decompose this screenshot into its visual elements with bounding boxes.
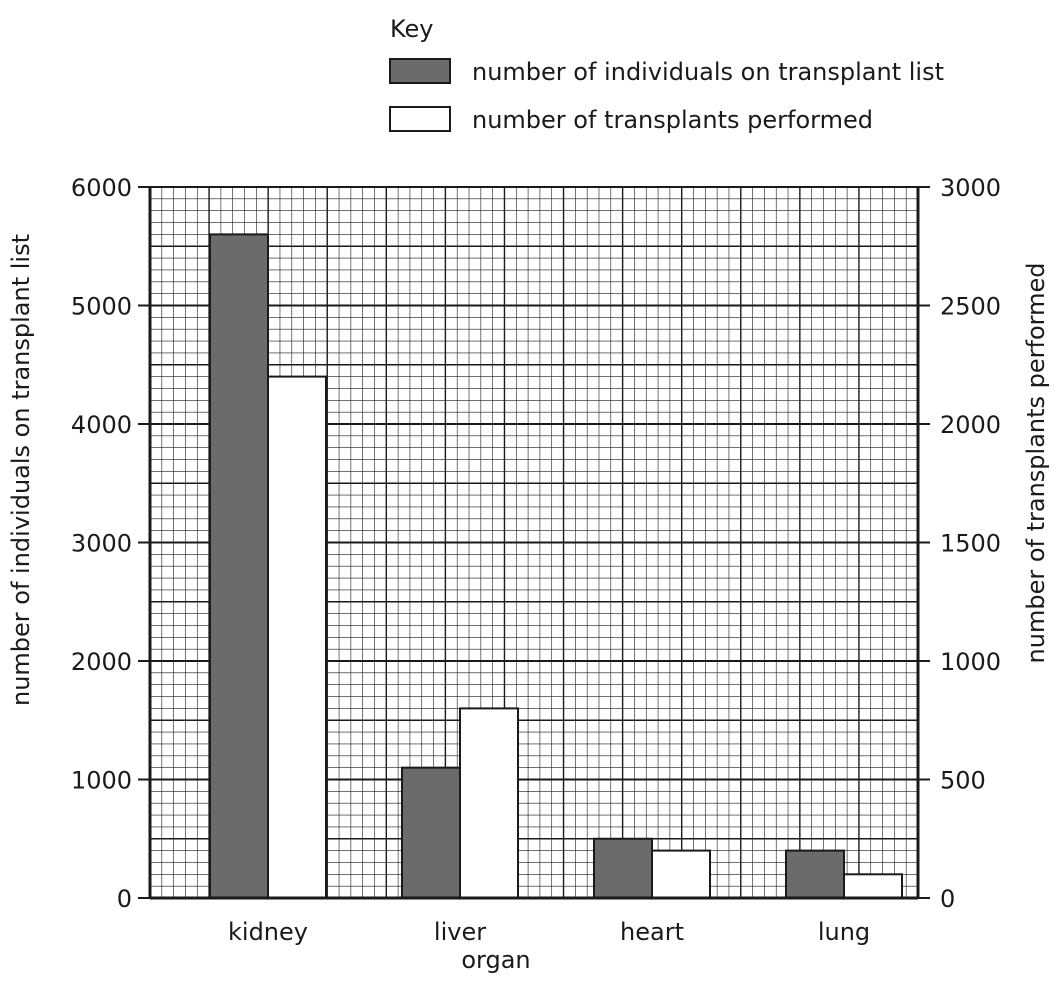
tick-label-left: 4000 <box>71 411 132 439</box>
tick-label-left: 2000 <box>71 648 132 676</box>
legend-swatch-list <box>389 58 451 84</box>
category-label-liver: liver <box>434 918 486 946</box>
y-axis-title-right: number of transplants performed <box>1022 263 1050 664</box>
tick-label-right: 2000 <box>940 411 1001 439</box>
axes <box>138 186 930 900</box>
tick-label-right: 2500 <box>940 293 1001 321</box>
tick-labels: 0 0 1000 500 2000 1000 3000 1500 4000 2000 5000 250… <box>71 174 1001 913</box>
tick-label-left: 3000 <box>71 530 132 558</box>
tick-label-right: 1500 <box>940 530 1001 558</box>
bar-heart-performed <box>651 849 711 899</box>
bar-lung-list <box>785 849 845 899</box>
tick-label-left: 0 <box>117 885 132 913</box>
bar-lung-performed <box>843 873 903 899</box>
tick-label-right: 3000 <box>940 174 1001 202</box>
bar-liver-list <box>401 766 461 900</box>
bar-heart-list <box>593 837 653 899</box>
tick-label-left: 5000 <box>71 293 132 321</box>
legend-label-performed: number of transplants performed <box>472 106 873 134</box>
legend-swatch-performed <box>389 106 451 132</box>
tick-label-right: 1000 <box>940 648 1001 676</box>
legend-label-list: number of individuals on transplant list <box>472 58 944 86</box>
legend: Key number of individuals on transplant … <box>389 15 944 134</box>
tick-label-right: 0 <box>940 885 955 913</box>
bar-kidney-list <box>209 233 269 899</box>
bar-kidney-performed <box>267 375 327 900</box>
category-label-kidney: kidney <box>228 918 308 946</box>
category-label-lung: lung <box>818 918 870 946</box>
tick-label-right: 500 <box>940 767 986 795</box>
category-label-heart: heart <box>620 918 684 946</box>
tick-label-left: 6000 <box>71 174 132 202</box>
x-axis-title: organ <box>461 946 530 974</box>
category-labels: kidney liver heart lung <box>228 918 870 946</box>
legend-title: Key <box>390 15 434 43</box>
tick-label-left: 1000 <box>71 767 132 795</box>
y-axis-title-left: number of individuals on transplant list <box>7 234 35 706</box>
bar-liver-performed <box>459 707 519 900</box>
